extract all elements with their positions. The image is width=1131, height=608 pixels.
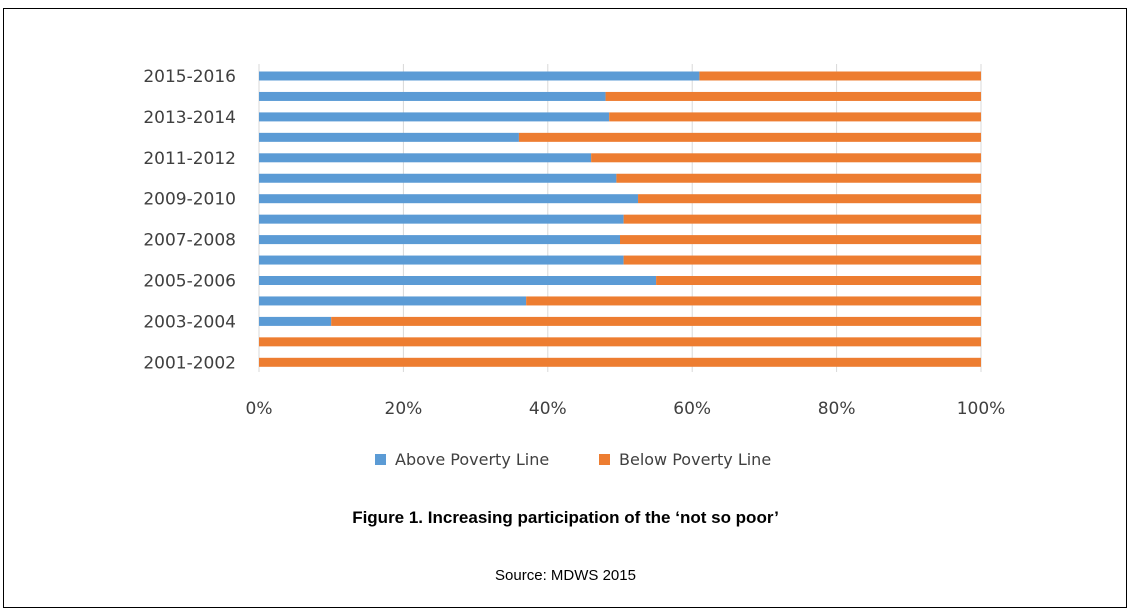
category-label: 2013-2014 xyxy=(143,108,236,128)
bar-above xyxy=(259,194,639,204)
bar-above xyxy=(259,214,624,224)
figure-title: Figure 1. Increasing participation of th… xyxy=(352,508,779,527)
category-labels: 2001-2002 2003-2004 2005-2006 2007-2008 2009… xyxy=(143,67,236,373)
bar-below xyxy=(591,153,981,163)
bar-above xyxy=(259,112,610,122)
category-label: 2009-2010 xyxy=(143,190,236,210)
category-label: 2001-2002 xyxy=(143,353,236,373)
bar-below xyxy=(656,276,981,285)
bar-below xyxy=(609,112,981,122)
figure-source: Source: MDWS 2015 xyxy=(495,567,636,584)
bar-below xyxy=(526,296,981,306)
bar-above xyxy=(259,153,592,163)
bar-above xyxy=(259,276,657,285)
x-tick-labels: 0% 20% 40% 60% 80% 100% xyxy=(246,399,1006,419)
x-tick-label: 20% xyxy=(385,399,423,419)
legend-swatch xyxy=(599,454,610,465)
bar-below xyxy=(259,357,981,367)
x-tick-label: 100% xyxy=(957,399,1006,419)
bar-below xyxy=(699,71,981,81)
bar-below xyxy=(638,194,981,204)
stacked-bar-chart: 2001-2002 2003-2004 2005-2006 2007-2008 2009… xyxy=(143,64,1006,469)
bar-below xyxy=(331,316,981,326)
bar-below xyxy=(616,173,981,183)
bar-below xyxy=(623,255,981,265)
category-label: 2015-2016 xyxy=(143,67,236,87)
bar-above xyxy=(259,316,332,326)
category-label: 2011-2012 xyxy=(143,149,236,169)
bar-above xyxy=(259,235,620,245)
legend-label: Below Poverty Line xyxy=(619,450,771,469)
bar-above xyxy=(259,296,527,306)
bar-below xyxy=(518,132,981,142)
bar-above xyxy=(259,71,700,81)
legend-label: Above Poverty Line xyxy=(395,450,549,469)
bar-above xyxy=(259,255,624,265)
bar-below xyxy=(605,91,981,101)
bar-above xyxy=(259,173,617,183)
bar-above xyxy=(259,132,519,142)
legend: Above Poverty Line Below Poverty Line xyxy=(375,450,771,469)
bar-above xyxy=(259,91,606,101)
legend-swatch xyxy=(375,454,386,465)
x-tick-label: 80% xyxy=(818,399,856,419)
x-tick-label: 60% xyxy=(673,399,711,419)
x-tick-label: 40% xyxy=(529,399,567,419)
x-tick-label: 0% xyxy=(246,399,273,419)
category-label: 2003-2004 xyxy=(143,312,236,332)
category-label: 2007-2008 xyxy=(143,231,236,251)
bar-below xyxy=(259,337,981,347)
bars xyxy=(259,71,981,367)
bar-below xyxy=(623,214,981,224)
category-label: 2005-2006 xyxy=(143,272,236,292)
bar-below xyxy=(620,235,981,245)
